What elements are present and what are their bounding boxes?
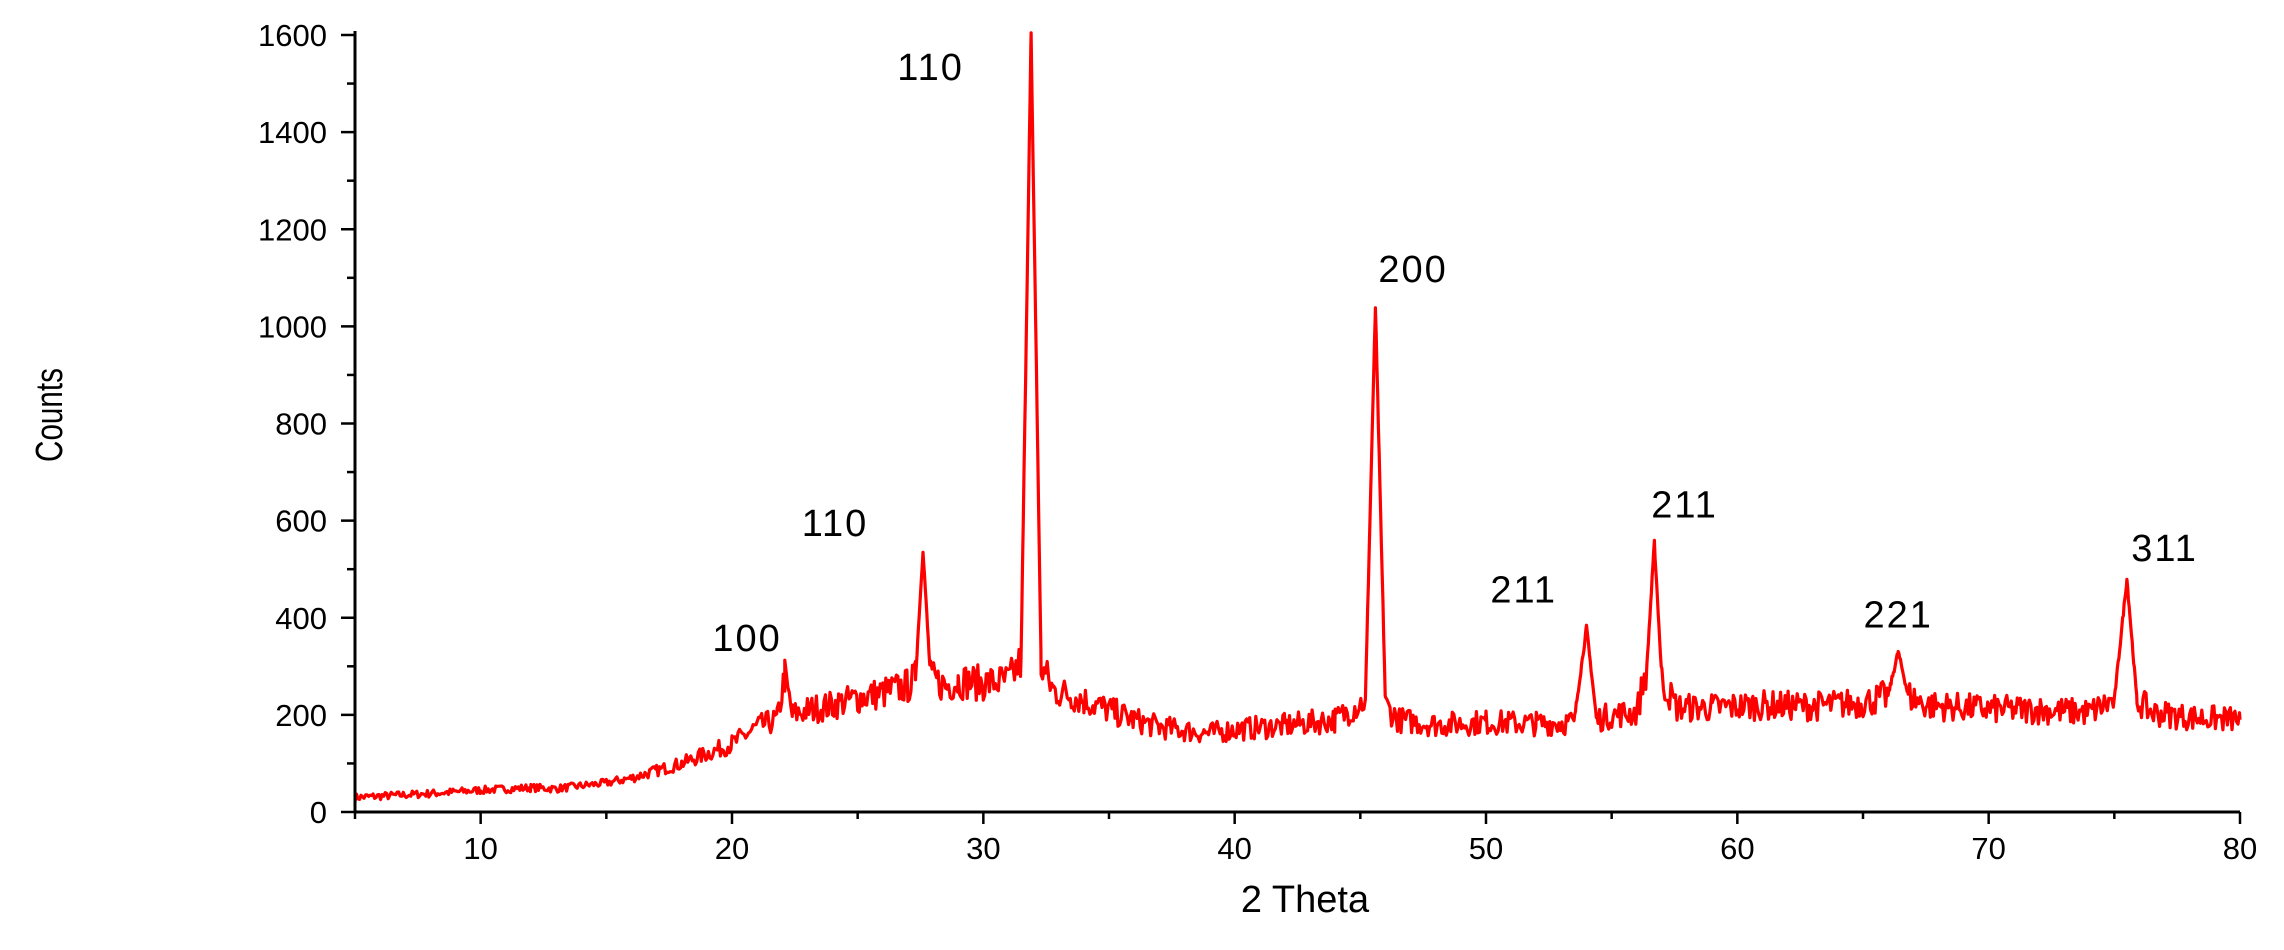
y-tick-label: 1000 bbox=[258, 309, 327, 344]
labels: 10 20 30 40 50 60 70 80020040060080010001200140… bbox=[258, 18, 2257, 866]
peak-label: 311 bbox=[2131, 528, 2198, 570]
x-tick-label: 50 bbox=[1469, 831, 1503, 866]
x-tick-label: 40 bbox=[1217, 831, 1251, 866]
peak-label: 200 bbox=[1378, 249, 1447, 291]
y-tick-label: 200 bbox=[275, 698, 327, 733]
y-tick-label: 400 bbox=[275, 601, 327, 636]
peak-label: 100 bbox=[712, 618, 781, 660]
x-tick-label: 10 bbox=[463, 831, 497, 866]
series-line bbox=[353, 31, 2242, 802]
axes bbox=[341, 31, 2242, 824]
y-tick-label: 0 bbox=[310, 795, 327, 830]
peak-label: 110 bbox=[802, 503, 869, 545]
y-tick-label: 1200 bbox=[258, 212, 327, 247]
peak-label: 221 bbox=[1863, 595, 1932, 637]
plot-area bbox=[353, 31, 2242, 802]
y-tick-label: 1400 bbox=[258, 115, 327, 150]
y-tick-label: 800 bbox=[275, 407, 327, 442]
x-tick-label: 30 bbox=[966, 831, 1000, 866]
peak-label: 211 bbox=[1651, 484, 1718, 526]
y-axis-title: Counts bbox=[29, 368, 71, 462]
peak-label: 110 bbox=[897, 47, 964, 89]
peak-label: 211 bbox=[1490, 569, 1557, 611]
x-tick-label: 20 bbox=[715, 831, 749, 866]
x-tick-label: 70 bbox=[1971, 831, 2005, 866]
y-tick-label: 600 bbox=[275, 504, 327, 539]
x-tick-label: 60 bbox=[1720, 831, 1754, 866]
x-axis-title: 2 Theta bbox=[1241, 879, 1370, 921]
y-tick-label: 1600 bbox=[258, 18, 327, 53]
x-tick-label: 80 bbox=[2223, 831, 2257, 866]
